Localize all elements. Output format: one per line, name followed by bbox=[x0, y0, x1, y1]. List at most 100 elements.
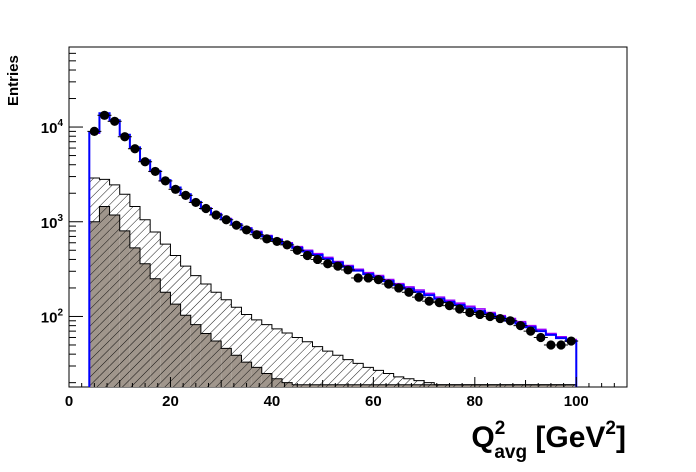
hatched-bar bbox=[535, 384, 546, 387]
y-tick-label: 102 bbox=[41, 307, 64, 326]
hatched-bar bbox=[282, 332, 293, 387]
data-point bbox=[363, 273, 373, 283]
hatched-bar bbox=[383, 373, 394, 387]
data-point bbox=[292, 245, 302, 255]
data-point bbox=[353, 273, 363, 283]
hatched-bar bbox=[150, 231, 161, 387]
hatched-bar bbox=[241, 314, 252, 387]
data-point bbox=[434, 298, 444, 308]
data-point bbox=[110, 116, 120, 126]
data-point bbox=[424, 296, 434, 306]
hatched-bar bbox=[271, 328, 283, 387]
data-point bbox=[170, 184, 181, 194]
data-point bbox=[282, 240, 292, 250]
hatched-background-histogram bbox=[88, 177, 577, 387]
hatched-bar bbox=[211, 292, 222, 387]
hatched-bar bbox=[332, 355, 343, 387]
hatched-bar bbox=[555, 384, 567, 387]
hatched-bar bbox=[292, 337, 303, 387]
hatched-bar bbox=[180, 266, 191, 387]
data-point bbox=[475, 309, 485, 320]
hatched-bar bbox=[261, 324, 272, 387]
axes: 0 20 40 60 80 100 102 103 104 bbox=[41, 46, 628, 410]
hatched-bar bbox=[525, 384, 536, 387]
data-point bbox=[566, 336, 576, 346]
data-point bbox=[302, 250, 313, 261]
data-point bbox=[272, 236, 282, 247]
data-point bbox=[373, 275, 384, 285]
data-point bbox=[414, 292, 424, 302]
hatched-bar bbox=[424, 382, 435, 387]
x-axis-label: Q2 avg [GeV2] bbox=[471, 418, 626, 463]
data-point bbox=[404, 287, 414, 297]
hatched-bar bbox=[464, 384, 475, 387]
x-tick-label: 60 bbox=[365, 393, 382, 410]
data-point bbox=[556, 340, 566, 350]
data-point bbox=[120, 132, 130, 142]
data-point bbox=[241, 225, 252, 235]
y-tick-label: 103 bbox=[41, 213, 64, 232]
data-point bbox=[546, 340, 556, 350]
data-point bbox=[160, 176, 170, 186]
data-point bbox=[312, 254, 323, 265]
data-point bbox=[211, 210, 221, 220]
x-tick-label: 100 bbox=[564, 393, 589, 410]
x-tick-label: 80 bbox=[466, 393, 483, 410]
x-tick-label: 40 bbox=[264, 393, 281, 410]
data-point bbox=[262, 234, 272, 244]
hatched-bar bbox=[129, 206, 141, 387]
hatched-bar bbox=[403, 378, 414, 387]
hatched-bar bbox=[342, 359, 354, 387]
hatched-bar bbox=[200, 284, 212, 387]
hatched-bar bbox=[170, 255, 181, 387]
hatched-bar bbox=[99, 179, 110, 387]
hatched-bar bbox=[109, 184, 120, 387]
hatched-bar bbox=[190, 275, 201, 387]
hatched-bar bbox=[393, 376, 404, 387]
hatched-bar bbox=[353, 363, 364, 387]
data-point bbox=[485, 311, 495, 322]
data-point bbox=[221, 215, 231, 225]
hatched-bar bbox=[140, 219, 151, 387]
data-point bbox=[140, 157, 150, 167]
data-point bbox=[191, 197, 201, 208]
hatched-bar bbox=[413, 380, 425, 387]
hatched-bar bbox=[312, 346, 323, 387]
hatched-bar bbox=[484, 384, 496, 387]
data-point bbox=[526, 326, 536, 336]
data-point bbox=[89, 126, 99, 136]
hatched-bar bbox=[302, 341, 313, 387]
x-tick-label: 0 bbox=[65, 393, 73, 410]
data-point bbox=[383, 279, 394, 289]
hatched-bar bbox=[89, 177, 100, 387]
data-point bbox=[231, 220, 241, 230]
hatched-bar bbox=[221, 299, 232, 387]
data-point bbox=[495, 313, 505, 324]
data-points bbox=[87, 110, 579, 350]
data-point bbox=[181, 190, 191, 200]
data-point bbox=[252, 230, 262, 240]
hatched-bar bbox=[505, 384, 516, 387]
data-point bbox=[333, 261, 343, 271]
hatched-outline bbox=[88, 177, 577, 387]
data-point bbox=[201, 203, 211, 214]
hatched-bar bbox=[515, 384, 526, 387]
x-tick-label: 20 bbox=[162, 393, 179, 410]
hatched-bar bbox=[119, 194, 130, 387]
y-axis-label: Entries bbox=[5, 55, 22, 106]
hatched-bar bbox=[566, 384, 577, 387]
hatched-bar bbox=[160, 244, 171, 387]
y-tick-label: 104 bbox=[41, 118, 64, 137]
data-point bbox=[515, 321, 526, 331]
data-point bbox=[99, 110, 110, 120]
data-point bbox=[465, 307, 475, 318]
hatched-bar bbox=[454, 384, 465, 387]
hatched-bar bbox=[373, 370, 384, 387]
data-point bbox=[505, 316, 515, 326]
data-point bbox=[394, 283, 404, 293]
data-point bbox=[323, 259, 333, 269]
data-point bbox=[150, 166, 160, 177]
data-point bbox=[343, 265, 353, 275]
data-point bbox=[536, 332, 546, 343]
